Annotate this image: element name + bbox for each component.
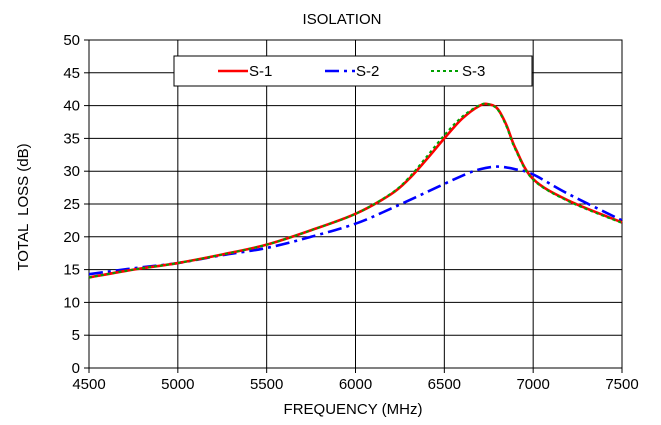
y-tick-label: 10 bbox=[63, 294, 80, 311]
legend: S-1 S-2 S-3 bbox=[173, 55, 533, 87]
grid-layer bbox=[88, 39, 623, 369]
series-line-s-3 bbox=[88, 102, 623, 279]
y-tick-label: 35 bbox=[63, 130, 80, 147]
legend-items: S-1 S-2 S-3 bbox=[218, 63, 485, 80]
y-tick-label: 25 bbox=[63, 196, 80, 213]
legend-label-s-3: S-3 bbox=[462, 63, 485, 80]
ticks-layer: 4500 5000 5500 6000 6500 7000 7500 0 5 10 15 20 25 30… bbox=[63, 32, 638, 393]
x-tick-label: 4500 bbox=[72, 376, 105, 393]
legend-label-s-1: S-1 bbox=[249, 63, 272, 80]
x-tick-label: 5500 bbox=[250, 376, 283, 393]
legend-label-s-2: S-2 bbox=[356, 63, 379, 80]
y-tick-label: 45 bbox=[63, 65, 80, 82]
y-axis-title: TOTAL LOSS (dB) bbox=[15, 143, 32, 270]
y-tick-label: 50 bbox=[63, 32, 80, 49]
x-tick-label: 5000 bbox=[161, 376, 194, 393]
chart-title: ISOLATION bbox=[303, 11, 382, 28]
x-tick-label: 6000 bbox=[339, 376, 372, 393]
x-tick-label: 7000 bbox=[516, 376, 549, 393]
y-tick-label: 30 bbox=[63, 163, 80, 180]
y-tick-label: 15 bbox=[63, 262, 80, 279]
y-tick-label: 40 bbox=[63, 98, 80, 115]
y-tick-label: 20 bbox=[63, 229, 80, 246]
x-axis-title: FREQUENCY (MHz) bbox=[284, 401, 423, 418]
x-tick-label: 6500 bbox=[428, 376, 461, 393]
y-tick-label: 5 bbox=[72, 327, 80, 344]
y-tick-label: 0 bbox=[72, 360, 80, 377]
series-layer bbox=[88, 102, 623, 279]
x-tick-label: 7500 bbox=[605, 376, 638, 393]
